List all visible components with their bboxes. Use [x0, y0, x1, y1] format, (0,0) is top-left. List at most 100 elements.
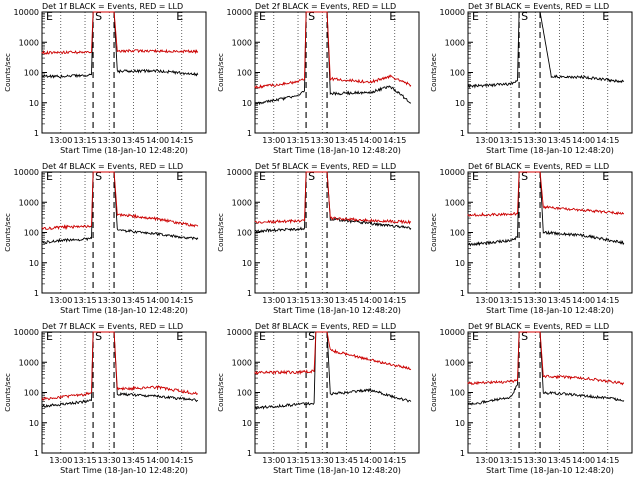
- marker-label: E: [176, 10, 183, 23]
- x-axis-label: Start Time (18-Jan-10 12:48:20): [60, 306, 188, 315]
- x-tick-label: 13:30: [98, 456, 121, 465]
- y-tick-label: 100: [237, 69, 252, 78]
- marker-label: E: [259, 10, 266, 23]
- x-tick-label: 14:00: [572, 456, 595, 465]
- y-tick-label: 100: [450, 69, 465, 78]
- series-line-lld: [41, 331, 198, 401]
- x-tick-label: 13:45: [335, 296, 358, 305]
- y-tick-label: 10000: [440, 328, 465, 337]
- marker-label: S: [521, 170, 528, 183]
- x-tick-label: 14:15: [596, 456, 619, 465]
- x-tick-label: 13:15: [499, 456, 522, 465]
- marker-label: E: [602, 330, 609, 343]
- y-tick-label: 10000: [227, 8, 252, 17]
- marker-label: E: [472, 10, 479, 23]
- marker-label: E: [46, 170, 53, 183]
- x-tick-label: 13:00: [49, 136, 72, 145]
- y-axis-label: Counts/sec: [217, 373, 225, 412]
- y-tick-label: 100: [24, 389, 39, 398]
- x-tick-label: 13:30: [311, 296, 334, 305]
- y-tick-label: 10000: [227, 328, 252, 337]
- y-tick-label: 1000: [19, 38, 39, 47]
- marker-label: E: [602, 10, 609, 23]
- x-tick-label: 13:30: [524, 136, 547, 145]
- y-tick-label: 1000: [232, 38, 252, 47]
- chart-title: Det 6f BLACK = Events, RED = LLD: [468, 162, 609, 171]
- y-tick-label: 1: [460, 289, 465, 298]
- y-axis-label: Counts/sec: [4, 213, 12, 252]
- y-tick-label: 1: [460, 129, 465, 138]
- y-tick-label: 10: [242, 99, 252, 108]
- y-tick-label: 1: [34, 129, 39, 138]
- x-tick-label: 14:00: [572, 296, 595, 305]
- x-tick-label: 13:00: [475, 136, 498, 145]
- y-tick-label: 10: [455, 99, 465, 108]
- marker-label: E: [472, 330, 479, 343]
- y-axis-label: Counts/sec: [217, 53, 225, 92]
- series-line-events: [41, 11, 199, 79]
- plot-frame: [254, 11, 420, 134]
- y-tick-label: 100: [450, 229, 465, 238]
- marker-label: S: [308, 330, 315, 343]
- x-tick-label: 14:00: [359, 456, 382, 465]
- plot-frame: [254, 171, 420, 294]
- plot-frame: [467, 171, 633, 294]
- plot-frame: [41, 171, 207, 294]
- y-tick-label: 10: [29, 419, 39, 428]
- x-tick-label: 14:00: [572, 136, 595, 145]
- x-tick-label: 13:30: [98, 136, 121, 145]
- marker-label: E: [259, 170, 266, 183]
- y-tick-label: 1000: [232, 358, 252, 367]
- x-axis-label: Start Time (18-Jan-10 12:48:20): [273, 466, 401, 475]
- series-line-events: [254, 11, 412, 106]
- x-tick-label: 13:15: [286, 136, 309, 145]
- y-axis-label: Counts/sec: [430, 373, 438, 412]
- marker-label: E: [389, 170, 396, 183]
- x-tick-label: 13:15: [73, 296, 96, 305]
- x-axis-label: Start Time (18-Jan-10 12:48:20): [273, 146, 401, 155]
- series-line-events: [41, 171, 199, 245]
- y-tick-label: 1000: [445, 198, 465, 207]
- y-tick-label: 1000: [445, 38, 465, 47]
- series-line-lld: [467, 171, 625, 217]
- marker-label: S: [521, 10, 528, 23]
- x-tick-label: 13:30: [311, 456, 334, 465]
- x-tick-label: 14:00: [359, 296, 382, 305]
- x-tick-label: 13:00: [262, 136, 285, 145]
- series-line-lld: [254, 331, 412, 375]
- y-tick-label: 1: [34, 289, 39, 298]
- x-tick-label: 14:15: [596, 296, 619, 305]
- y-tick-label: 1000: [232, 198, 252, 207]
- y-tick-label: 1000: [19, 198, 39, 207]
- x-tick-label: 14:00: [146, 456, 169, 465]
- marker-label: E: [389, 10, 396, 23]
- x-tick-label: 13:15: [499, 296, 522, 305]
- y-tick-label: 100: [24, 229, 39, 238]
- y-tick-label: 10000: [440, 168, 465, 177]
- y-tick-label: 1: [247, 449, 252, 458]
- x-tick-label: 14:15: [383, 136, 406, 145]
- x-axis-label: Start Time (18-Jan-10 12:48:20): [273, 306, 401, 315]
- marker-label: E: [389, 330, 396, 343]
- x-tick-label: 13:30: [524, 296, 547, 305]
- x-tick-label: 14:15: [170, 456, 193, 465]
- x-tick-label: 14:15: [383, 456, 406, 465]
- x-tick-label: 14:15: [170, 296, 193, 305]
- x-tick-label: 13:30: [524, 456, 547, 465]
- marker-label: S: [95, 330, 102, 343]
- y-tick-label: 1: [247, 129, 252, 138]
- x-axis-label: Start Time (18-Jan-10 12:48:20): [60, 466, 188, 475]
- chart-title: Det 7f BLACK = Events, RED = LLD: [42, 322, 183, 331]
- y-tick-label: 1000: [445, 358, 465, 367]
- y-tick-label: 10: [455, 419, 465, 428]
- chart-title: Det 5f BLACK = Events, RED = LLD: [255, 162, 396, 171]
- x-axis-label: Start Time (18-Jan-10 12:48:20): [486, 466, 614, 475]
- y-axis-label: Counts/sec: [217, 213, 225, 252]
